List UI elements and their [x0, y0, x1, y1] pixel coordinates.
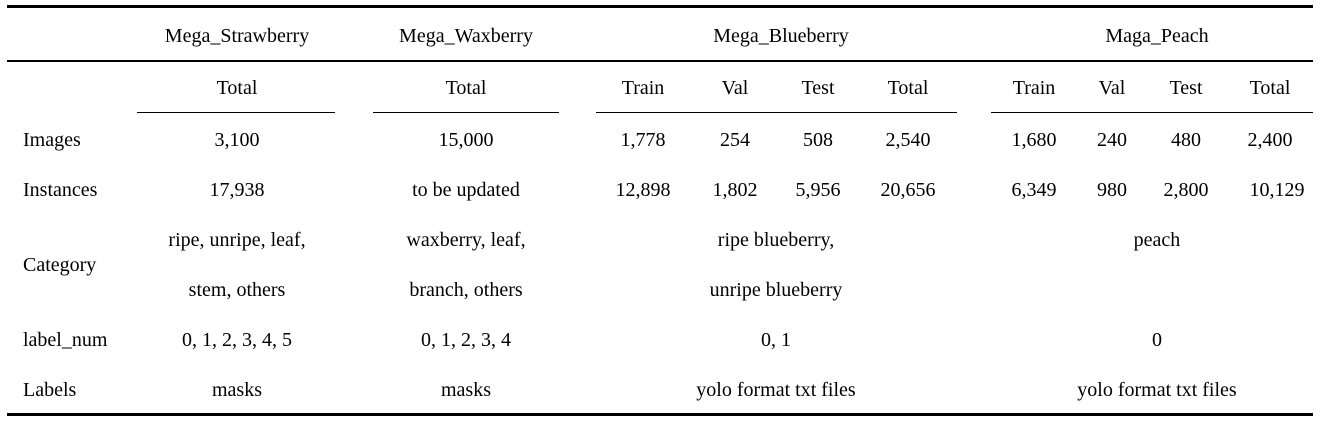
- subheader-strawberry-total: Total: [216, 77, 258, 99]
- label-num-strawberry: 0, 1, 2, 3, 4, 5: [182, 329, 292, 351]
- bottom-rule: [7, 413, 1313, 416]
- category-strawberry-line1: ripe, unripe, leaf,: [168, 229, 306, 251]
- images-blueberry-total: 2,540: [885, 129, 931, 151]
- subrule-waxberry: [373, 112, 559, 113]
- labels-peach: yolo format txt files: [1077, 379, 1237, 401]
- images-blueberry-test: 508: [803, 129, 833, 151]
- group-header-waxberry: Mega_Waxberry: [399, 25, 533, 47]
- category-waxberry-line1: waxberry, leaf,: [406, 229, 526, 251]
- label-num-waxberry: 0, 1, 2, 3, 4: [421, 329, 511, 351]
- instances-peach-train: 6,349: [1011, 179, 1057, 201]
- row-label-instances: Instances: [23, 179, 98, 201]
- instances-blueberry-total: 20,656: [880, 179, 936, 201]
- instances-waxberry: to be updated: [412, 179, 520, 201]
- images-peach-val: 240: [1097, 129, 1127, 151]
- subheader-blueberry-test: Test: [801, 77, 835, 99]
- subheader-peach-train: Train: [1012, 77, 1056, 99]
- row-label-images: Images: [23, 129, 81, 151]
- images-blueberry-train: 1,778: [620, 129, 666, 151]
- instances-blueberry-train: 12,898: [615, 179, 671, 201]
- instances-blueberry-val: 1,802: [712, 179, 758, 201]
- subrule-blueberry: [596, 112, 957, 113]
- labels-waxberry: masks: [441, 379, 491, 401]
- row-label-label-num: label_num: [23, 329, 108, 351]
- labels-strawberry: masks: [212, 379, 262, 401]
- subheader-blueberry-val: Val: [721, 77, 749, 99]
- labels-blueberry: yolo format txt files: [696, 379, 856, 401]
- subheader-waxberry-total: Total: [445, 77, 487, 99]
- category-blueberry-line1: ripe blueberry,: [717, 229, 835, 251]
- group-header-peach: Maga_Peach: [1105, 25, 1209, 47]
- row-label-labels: Labels: [23, 379, 77, 401]
- subheader-peach-total: Total: [1249, 77, 1291, 99]
- images-blueberry-val: 254: [720, 129, 750, 151]
- instances-peach-total: 10,129: [1249, 179, 1305, 201]
- subheader-peach-test: Test: [1169, 77, 1203, 99]
- images-strawberry: 3,100: [214, 129, 260, 151]
- category-strawberry-line2: stem, others: [188, 279, 286, 301]
- subheader-blueberry-train: Train: [621, 77, 665, 99]
- top-rule: [7, 5, 1313, 8]
- subheader-blueberry-total: Total: [887, 77, 929, 99]
- instances-peach-test: 2,800: [1163, 179, 1209, 201]
- images-peach-total: 2,400: [1247, 129, 1293, 151]
- header-rule: [7, 60, 1313, 62]
- instances-strawberry: 17,938: [209, 179, 265, 201]
- subheader-peach-val: Val: [1098, 77, 1126, 99]
- label-num-blueberry: 0, 1: [761, 329, 791, 351]
- row-label-category: Category: [23, 254, 97, 276]
- instances-blueberry-test: 5,956: [795, 179, 841, 201]
- group-header-strawberry: Mega_Strawberry: [164, 25, 310, 47]
- category-blueberry-line2: unripe blueberry: [709, 279, 843, 301]
- images-peach-test: 480: [1171, 129, 1201, 151]
- subrule-strawberry: [137, 112, 335, 113]
- category-peach: peach: [1133, 229, 1181, 251]
- instances-peach-val: 980: [1097, 179, 1127, 201]
- label-num-peach: 0: [1152, 329, 1162, 351]
- category-waxberry-line2: branch, others: [409, 279, 523, 301]
- group-header-blueberry: Mega_Blueberry: [713, 25, 849, 47]
- images-peach-train: 1,680: [1011, 129, 1057, 151]
- subrule-peach: [991, 112, 1313, 113]
- images-waxberry: 15,000: [438, 129, 494, 151]
